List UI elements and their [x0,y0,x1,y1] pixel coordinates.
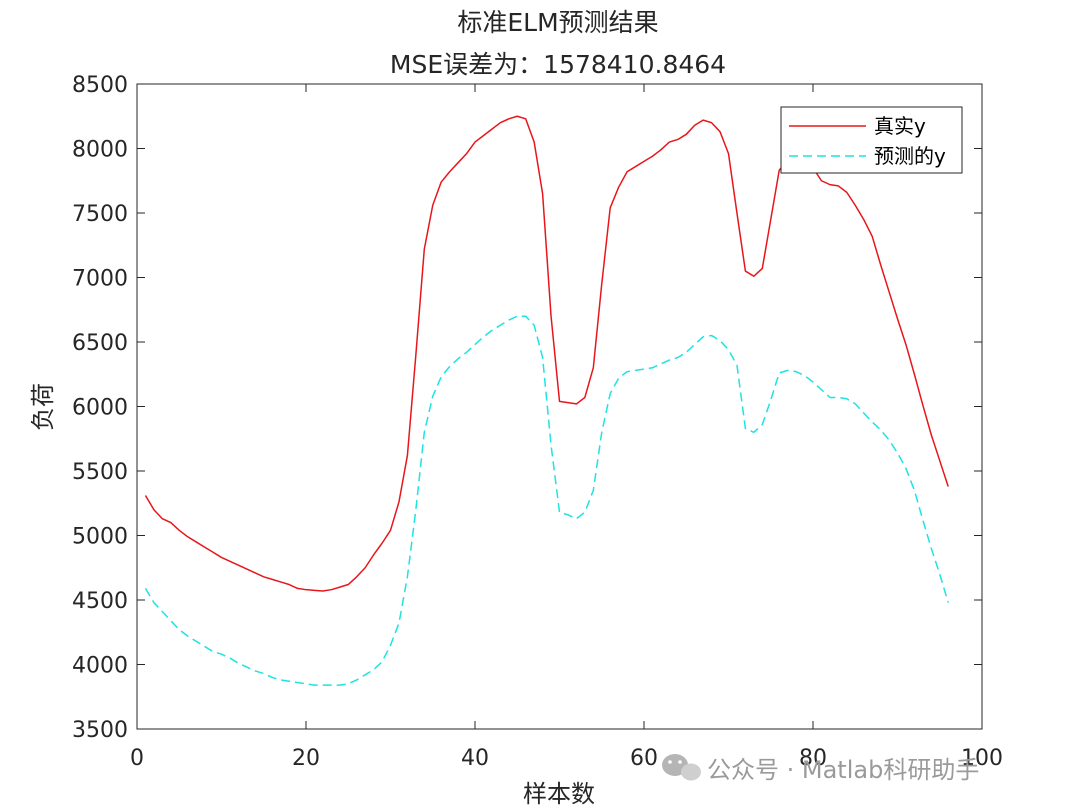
y-tick-label: 5500 [72,460,128,485]
x-tick-label: 0 [130,746,144,771]
x-tick-label: 20 [292,746,320,771]
chart-subtitle: MSE误差为：1578410.8464 [390,50,726,79]
y-axis-ticks: 3500 4000 4500 5000 5500 6000 6500 7000 7500 8000… [72,73,982,743]
x-axis-label: 样本数 [523,780,595,808]
legend-label-real: 真实y [874,114,926,138]
y-tick-label: 3500 [72,718,128,743]
y-tick-label: 6000 [72,396,128,421]
y-tick-label: 5000 [72,525,128,550]
y-tick-label: 4000 [72,654,128,679]
wechat-icon [662,754,701,781]
chart-title: 标准ELM预测结果 [457,8,658,37]
x-tick-label: 100 [961,746,1003,771]
watermark: 公众号 · Matlab科研助手 [662,754,979,784]
watermark-text: 公众号 · Matlab科研助手 [707,756,979,784]
x-tick-label: 80 [799,746,827,771]
x-tick-label: 60 [630,746,658,771]
y-tick-label: 4500 [72,589,128,614]
y-tick-label: 7000 [72,267,128,292]
plot-area [136,83,983,730]
y-tick-label: 8000 [72,138,128,163]
x-axis-ticks: 0 20 40 60 80 100 [130,84,1003,771]
y-tick-label: 6500 [72,331,128,356]
x-tick-label: 40 [461,746,489,771]
y-axis-label: 负荷 [29,383,57,431]
y-tick-label: 8500 [72,73,128,98]
y-tick-label: 7500 [72,202,128,227]
legend: 真实y 预测的y [780,106,963,174]
legend-label-predicted: 预测的y [874,144,946,168]
legend-box [780,106,963,174]
